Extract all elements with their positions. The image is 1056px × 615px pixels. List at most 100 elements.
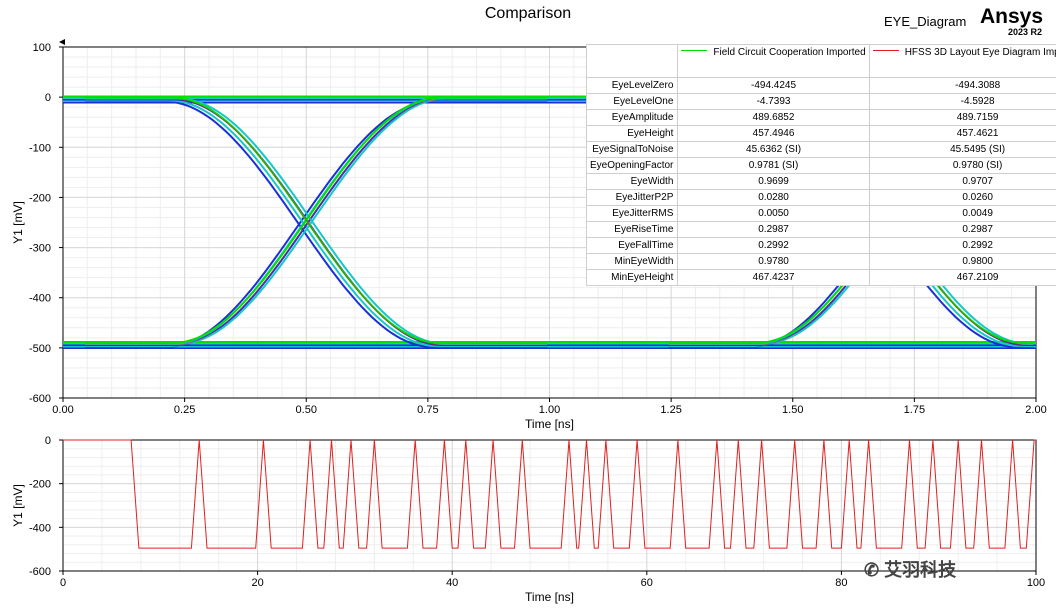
table-header-row: Field Circuit Cooperation Imported HFSS … <box>585 44 1056 78</box>
table-row: EyeRiseTime 0.2987 0.2987 <box>585 221 1056 238</box>
eye-diagram-plot: 0.00 0.25 0.50 0.75 1.00 1.25 1.50 1.75 2.00 100 0… <box>11 39 1047 431</box>
table-cell-v2: 467.2109 <box>868 269 1056 286</box>
table-cell-v2: 0.2987 <box>868 221 1056 238</box>
eye-y-tick-label: -300 <box>29 243 51 255</box>
table-col-2-label: HFSS 3D Layout Eye Diagram Imported <box>904 47 1056 58</box>
eye-y-tick-label: -200 <box>29 192 51 204</box>
table-cell-v1: -494.4245 <box>677 77 870 94</box>
eye-y-tick-label: 100 <box>33 42 51 54</box>
table-cell-v2: 45.5495 (SI) <box>868 141 1056 158</box>
table-cell-v1: 0.2992 <box>677 237 870 254</box>
table-cell-name: EyeLevelOne <box>585 93 679 110</box>
table-cell-v1: 0.9781 (SI) <box>677 157 870 174</box>
eye-x-tick-label: 1.75 <box>904 404 925 416</box>
table-cell-v1: 0.9699 <box>677 173 870 190</box>
table-row: EyeLevelOne -4.7393 -4.5928 <box>585 93 1056 110</box>
wave-x-tick-label: 0 <box>60 577 66 589</box>
brand-version: 2023 R2 <box>1008 27 1043 37</box>
plot-name: EYE_Diagram <box>884 14 967 29</box>
eye-y-tick-label: 0 <box>45 92 51 104</box>
table-cell-v2: -4.5928 <box>868 93 1056 110</box>
eye-x-axis-label: Time [ns] <box>525 417 574 431</box>
table-row: MinEyeWidth 0.9780 0.9800 <box>585 253 1056 270</box>
eye-x-tick-label: 1.00 <box>539 404 560 416</box>
table-cell-name: EyeAmplitude <box>585 109 679 126</box>
table-row: EyeAmplitude 489.6852 489.7159 <box>585 109 1056 126</box>
table-cell-name: MinEyeWidth <box>585 253 679 270</box>
eye-rising-edge <box>84 100 548 349</box>
wave-y-tick-label: -600 <box>29 566 51 578</box>
eye-x-tick-label: 2.00 <box>1025 404 1046 416</box>
legend-swatch-green <box>681 50 708 52</box>
table-cell-v1: 457.4946 <box>677 125 870 142</box>
table-col-1-label: Field Circuit Cooperation Imported <box>713 47 866 58</box>
waveform-trace <box>63 439 1036 549</box>
table-cell-v1: 0.9780 <box>677 253 870 270</box>
table-cell-v1: 489.6852 <box>677 109 870 126</box>
table-cell-v2: 0.9800 <box>868 253 1056 270</box>
table-row: EyeOpeningFactor 0.9781 (SI) 0.9780 (SI) <box>585 157 1056 174</box>
table-cell-name: EyeJitterP2P <box>585 189 679 206</box>
eye-measurement-table: Field Circuit Cooperation Imported HFSS … <box>585 44 1056 286</box>
wave-x-tick-label: 100 <box>1027 577 1045 589</box>
chart-title: Comparison <box>484 5 572 22</box>
table-col-1: Field Circuit Cooperation Imported <box>677 44 870 78</box>
table-cell-name: EyeHeight <box>585 125 679 142</box>
eye-y-tick-label: -400 <box>29 293 51 305</box>
table-cell-name: EyeLevelZero <box>585 77 679 94</box>
watermark: ✆ 艾羽科技 <box>864 556 956 582</box>
wave-x-tick-label: 20 <box>251 577 263 589</box>
wechat-icon: ✆ <box>864 560 880 580</box>
wave-x-tick-label: 40 <box>446 577 458 589</box>
eye-x-tick-label: 0.75 <box>417 404 438 416</box>
eye-y-tick-label: -500 <box>29 343 51 355</box>
axis-marker-icon <box>59 39 65 45</box>
table-row: EyeHeight 457.4946 457.4621 <box>585 125 1056 142</box>
table-cell-v2: 0.9707 <box>868 173 1056 190</box>
table-cell-name: EyeRiseTime <box>585 221 679 238</box>
table-corner <box>585 44 679 78</box>
table-cell-v1: -4.7393 <box>677 93 870 110</box>
table-cell-v1: 0.0280 <box>677 189 870 206</box>
table-row: EyeJitterRMS 0.0050 0.0049 <box>585 205 1056 222</box>
wave-y-tick-label: -400 <box>29 522 51 534</box>
eye-falling-edge <box>84 96 548 344</box>
eye-x-tick-label: 1.50 <box>782 404 803 416</box>
table-cell-v2: 0.2992 <box>868 237 1056 254</box>
wave-x-axis-label: Time [ns] <box>525 590 574 604</box>
eye-y-tick-label: -100 <box>29 142 51 154</box>
eye-rising-edge <box>84 97 548 345</box>
table-cell-v1: 45.6362 (SI) <box>677 141 870 158</box>
wave-x-tick-label: 80 <box>835 577 847 589</box>
watermark-text: 艾羽科技 <box>884 560 957 580</box>
table-row: EyeJitterP2P 0.0280 0.0260 <box>585 189 1056 206</box>
table-cell-name: MinEyeHeight <box>585 269 679 286</box>
table-cell-v2: 0.0260 <box>868 189 1056 206</box>
table-cell-v2: 0.9780 (SI) <box>868 157 1056 174</box>
eye-hfss-rising <box>84 99 548 346</box>
table-cell-v2: 0.0049 <box>868 205 1056 222</box>
wave-y-axis-label: Y1 [mV] <box>11 484 25 527</box>
table-row: EyeLevelZero -494.4245 -494.3088 <box>585 77 1056 94</box>
eye-y-tick-label: -600 <box>29 393 51 405</box>
wave-y-tick-label: 0 <box>45 435 51 447</box>
table-cell-v1: 467.4237 <box>677 269 870 286</box>
table-row: EyeFallTime 0.2992 0.2992 <box>585 237 1056 254</box>
waveform-plot: 0 20 40 60 80 100 0 -200 -400 -600 Time [ns] Y1 [mV… <box>11 435 1045 604</box>
wave-plot-frame <box>62 439 1037 572</box>
eye-rising-edge <box>84 96 548 344</box>
eye-falling-edge <box>84 100 548 349</box>
table-cell-v2: 489.7159 <box>868 109 1056 126</box>
table-cell-name: EyeSignalToNoise <box>585 141 679 158</box>
table-cell-v1: 0.0050 <box>677 205 870 222</box>
table-col-2: HFSS 3D Layout Eye Diagram Imported <box>868 44 1056 78</box>
table-row: EyeWidth 0.9699 0.9707 <box>585 173 1056 190</box>
eye-y-axis-label: Y1 [mV] <box>11 201 25 244</box>
eye-falling-edge <box>84 97 548 345</box>
table-cell-name: EyeWidth <box>585 173 679 190</box>
eye-x-tick-label: 1.25 <box>660 404 681 416</box>
wave-y-tick-label: -200 <box>29 479 51 491</box>
legend-swatch-red <box>872 50 899 52</box>
eye-x-tick-label: 0.25 <box>174 404 195 416</box>
eye-hfss-falling <box>84 99 548 346</box>
